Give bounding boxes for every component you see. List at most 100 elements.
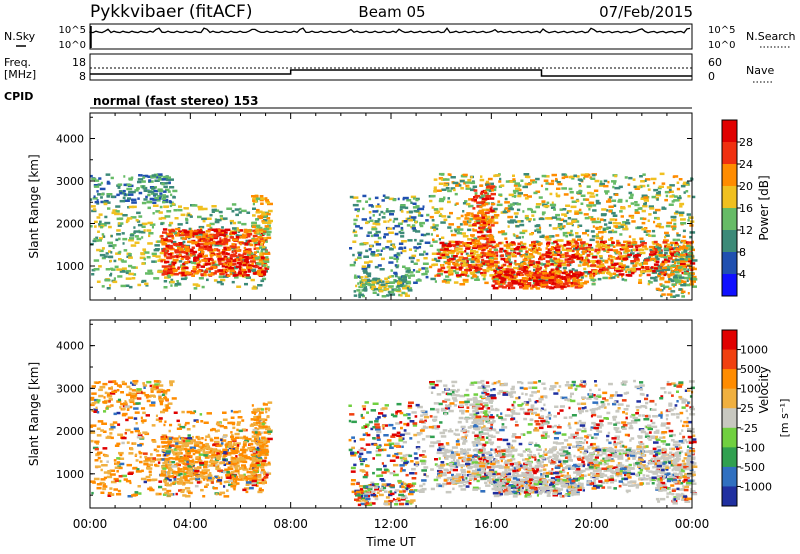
data-cell (141, 236, 144, 239)
data-cell (158, 396, 162, 399)
data-cell (163, 280, 168, 283)
data-cell (518, 267, 524, 271)
data-cell (180, 490, 185, 494)
data-cell (91, 398, 94, 401)
data-cell (196, 270, 202, 273)
data-cell (166, 389, 171, 392)
data-cell (248, 239, 253, 242)
data-cell (154, 383, 160, 386)
data-cell (184, 423, 187, 427)
data-cell (159, 192, 163, 195)
data-cell (669, 241, 675, 245)
data-cell (670, 243, 673, 247)
data-cell (247, 264, 254, 267)
data-cell (129, 400, 135, 404)
data-cell (167, 402, 173, 405)
data-cell (538, 248, 542, 251)
data-cell (535, 263, 540, 266)
data-cell (236, 228, 239, 231)
data-cell (402, 265, 406, 268)
data-cell (590, 272, 595, 276)
data-cell (193, 410, 197, 413)
data-cell (443, 183, 449, 187)
data-cell (368, 260, 373, 263)
data-cell (397, 283, 401, 286)
data-cell (469, 268, 473, 271)
data-cell (160, 259, 163, 263)
data-cell (685, 190, 689, 193)
data-cell (549, 192, 553, 196)
data-cell (470, 272, 474, 275)
data-cell (688, 253, 694, 257)
data-cell (541, 283, 547, 287)
data-cell (676, 187, 681, 191)
data-cell (236, 436, 241, 439)
data-cell (592, 256, 598, 259)
data-cell (514, 182, 520, 185)
data-cell (415, 205, 420, 208)
data-cell (561, 176, 566, 180)
data-cell (483, 263, 488, 266)
data-cell (109, 469, 116, 472)
data-cell (625, 225, 628, 228)
data-cell (577, 279, 580, 282)
data-cell (431, 206, 435, 209)
data-cell (663, 255, 668, 259)
data-cell (388, 197, 395, 201)
data-cell (157, 195, 163, 198)
data-cell (532, 281, 536, 285)
data-cell (231, 272, 236, 275)
data-cell (223, 248, 227, 251)
data-cell (120, 391, 124, 394)
data-cell (230, 221, 233, 225)
data-cell (567, 258, 571, 261)
data-cell (502, 210, 509, 214)
data-cell (173, 209, 177, 212)
data-cell (197, 449, 203, 452)
data-cell (585, 246, 592, 250)
data-cell (474, 266, 479, 269)
data-cell (90, 480, 96, 483)
data-cell (562, 208, 567, 211)
data-cell (386, 294, 390, 297)
data-cell (576, 257, 581, 260)
data-cell (394, 272, 398, 276)
data-cell (161, 249, 166, 252)
data-cell (497, 230, 503, 234)
data-cell (251, 252, 254, 255)
data-cell (673, 199, 680, 202)
data-cell (484, 281, 489, 285)
data-cell (422, 262, 429, 265)
data-cell (252, 234, 258, 238)
data-cell (107, 392, 110, 395)
data-cell (691, 267, 697, 271)
data-cell (104, 215, 108, 219)
data-cell (459, 223, 463, 226)
data-cell (543, 279, 549, 283)
data-cell (564, 258, 568, 261)
data-cell (490, 224, 495, 227)
data-cell (547, 251, 552, 255)
data-cell (262, 221, 268, 224)
data-cell (664, 270, 667, 273)
data-cell (242, 255, 247, 259)
data-cell (604, 246, 611, 249)
data-cell (113, 259, 117, 263)
data-cell (606, 250, 610, 253)
data-cell (256, 431, 261, 434)
data-cell (468, 224, 474, 227)
data-cell (260, 247, 267, 251)
data-cell (466, 212, 471, 215)
data-cell (533, 249, 537, 252)
data-cell (95, 381, 99, 384)
data-cell (103, 471, 110, 474)
data-cell (673, 274, 679, 277)
data-cell (462, 202, 467, 205)
data-cell (640, 273, 643, 276)
data-cell (641, 227, 646, 231)
data-cell (588, 270, 592, 274)
data-cell (438, 182, 444, 185)
data-cell (360, 276, 364, 279)
data-cell (230, 409, 233, 413)
data-cell (352, 230, 358, 234)
